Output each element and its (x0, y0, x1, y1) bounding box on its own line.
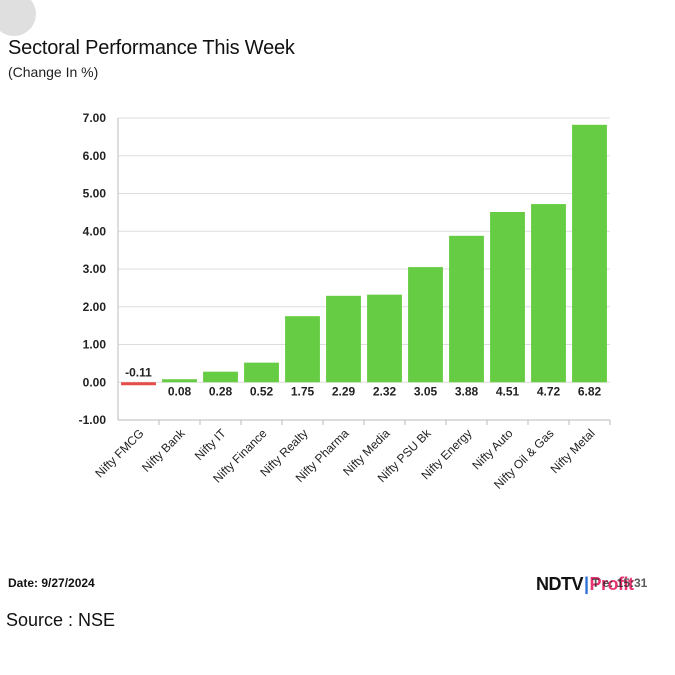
data-label: -0.11 (125, 365, 152, 379)
bar-nifty-auto (490, 211, 525, 383)
y-tick-label: 4.00 (83, 224, 107, 238)
y-tick-label: 1.00 (83, 338, 107, 352)
data-labels: -0.11 0.08 0.28 0.52 1.75 2.29 2.32 3.05 3.88 4.5… (125, 365, 601, 398)
bar-nifty-finance (244, 362, 279, 383)
bar-nifty-media (367, 294, 402, 383)
y-tick-label: -1.00 (79, 413, 107, 427)
bar-nifty-energy (449, 235, 484, 383)
bar-nifty-pharma (326, 295, 361, 383)
grid-lines (118, 117, 610, 421)
x-tick-label: Nifty Bank (139, 426, 188, 475)
time-text: T e: 15:31 (592, 576, 648, 590)
bars (121, 124, 607, 386)
data-label: 2.32 (373, 384, 397, 398)
data-label: 4.72 (537, 384, 561, 398)
y-tick-label: 6.00 (83, 149, 107, 163)
data-label: 1.75 (291, 384, 315, 398)
y-tick-label: 0.00 (83, 375, 107, 389)
data-label: 0.08 (168, 384, 192, 398)
chart-subtitle: (Change In %) (8, 64, 99, 80)
chart-title: Sectoral Performance This Week (8, 37, 295, 59)
data-label: 0.28 (209, 384, 233, 398)
y-tick-label: 7.00 (83, 111, 107, 125)
logo-profit: Profit (589, 574, 635, 594)
x-tick-label: Nifty Metal (548, 426, 598, 476)
y-tick-label: 3.00 (83, 262, 107, 276)
data-label: 4.51 (496, 384, 520, 398)
x-tick-label: Nifty FMCG (92, 426, 146, 480)
bar-nifty-fmcg (121, 382, 156, 386)
data-label: 2.29 (332, 384, 356, 398)
bar-nifty-realty (285, 316, 320, 383)
bar-nifty-psu-bk (408, 267, 443, 383)
data-label: 3.05 (414, 384, 438, 398)
data-label: 6.82 (578, 384, 602, 398)
bar-nifty-it (203, 371, 238, 383)
logo-divider: | (584, 574, 589, 594)
y-tick-label: 2.00 (83, 300, 107, 314)
bar-nifty-oil-gas (531, 204, 566, 383)
ndtv-profit-logo: NDTV|Profit (536, 574, 634, 595)
y-tick-label: 5.00 (83, 187, 107, 201)
bar-chart: 7.00 6.00 5.00 4.00 3.00 2.00 1.00 0.00 -1.00 -0… (79, 111, 611, 492)
bar-nifty-bank (162, 379, 197, 383)
logo-ndtv: NDTV (536, 574, 584, 594)
data-label: 3.88 (455, 384, 479, 398)
data-label: 0.52 (250, 384, 274, 398)
source-text: Source : NSE (6, 610, 116, 630)
y-axis: 7.00 6.00 5.00 4.00 3.00 2.00 1.00 0.00 -1.00 (79, 111, 119, 427)
x-tick-label: Nifty IT (192, 426, 229, 463)
date-text: Date: 9/27/2024 (8, 576, 95, 590)
bar-nifty-metal (572, 124, 607, 383)
